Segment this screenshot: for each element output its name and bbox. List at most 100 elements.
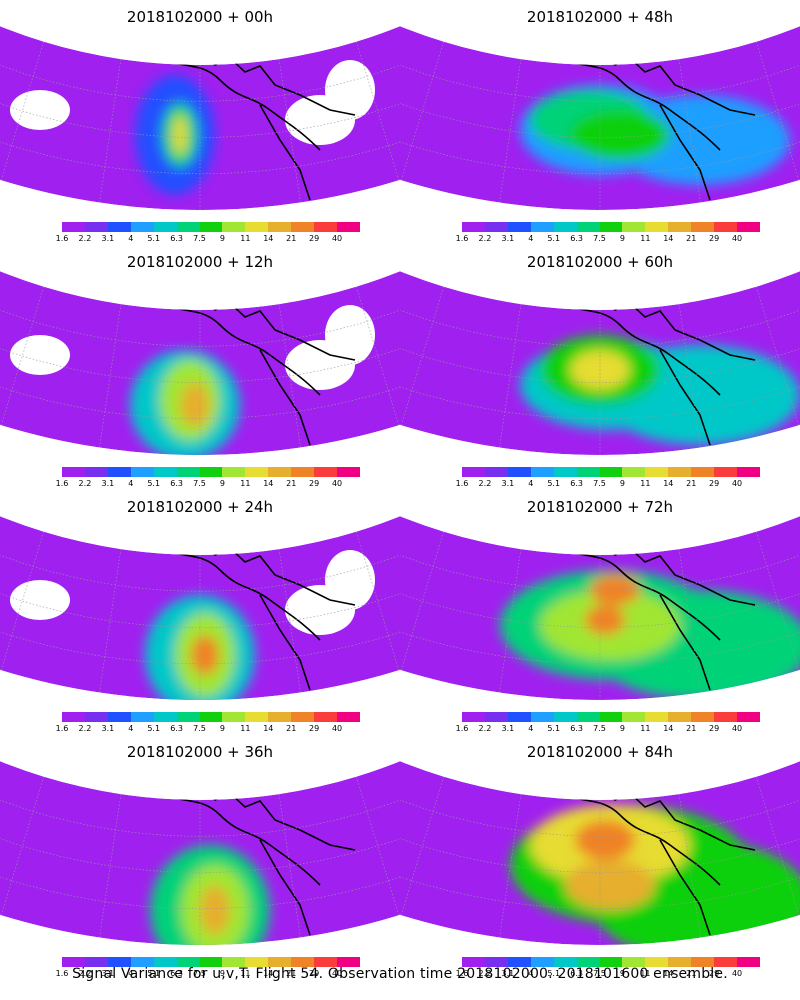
colorbar-tick-label: 40 xyxy=(331,479,343,488)
colorbar-swatch xyxy=(553,222,577,232)
colorbar-swatch xyxy=(84,222,108,232)
colorbar-swatch xyxy=(245,222,269,232)
colorbar-swatch xyxy=(645,222,669,232)
colorbar-tick-label: 2.2 xyxy=(478,969,492,978)
colorbar-tick-label: 1.6 xyxy=(55,234,69,243)
colorbar-swatch xyxy=(130,957,154,967)
colorbar-tick-label: 29 xyxy=(309,479,320,488)
missing-data-area xyxy=(10,90,70,130)
colorbar-tick-label: 14 xyxy=(263,969,274,978)
colorbar-tick-label: 5.1 xyxy=(547,234,561,243)
colorbar-tick-label: 11 xyxy=(240,479,251,488)
missing-data-area xyxy=(325,305,375,365)
colorbar-swatch xyxy=(314,957,338,967)
missing-data-area xyxy=(325,60,375,120)
variance-contour xyxy=(180,383,210,427)
colorbar-tick-label: 7.5 xyxy=(593,969,606,978)
colorbar-swatch xyxy=(291,712,315,722)
colorbar-swatch xyxy=(130,222,154,232)
colorbar-tick-label: 6.3 xyxy=(570,234,583,243)
colorbar-swatch xyxy=(62,712,85,722)
colorbar-swatch xyxy=(107,957,131,967)
colorbar-tick-label: 1.6 xyxy=(455,724,469,733)
colorbar-tick-label: 40 xyxy=(331,724,343,733)
colorbar-swatch xyxy=(245,712,269,722)
colorbar-tick-label: 7.5 xyxy=(193,724,206,733)
colorbar-swatch xyxy=(176,957,200,967)
colorbar-tick-label: 40 xyxy=(731,969,743,978)
colorbar-swatch xyxy=(268,957,292,967)
colorbar-tick-label: 7.5 xyxy=(593,234,606,243)
colorbar-swatch xyxy=(107,712,131,722)
colorbar-tick-label: 11 xyxy=(240,969,251,978)
colorbar-tick-label: 5.1 xyxy=(547,969,561,978)
colorbar-swatch xyxy=(576,957,600,967)
colorbar-swatch xyxy=(62,222,85,232)
colorbar-tick-label: 1.6 xyxy=(455,969,469,978)
colorbar-swatch xyxy=(153,222,177,232)
colorbar-tick-label: 21 xyxy=(286,479,297,488)
colorbar-tick-label: 14 xyxy=(263,479,274,488)
colorbar-swatch xyxy=(337,957,360,967)
colorbar-swatch xyxy=(691,222,715,232)
colorbar-tick-label: 9 xyxy=(219,234,225,243)
colorbar-tick-label: 2.2 xyxy=(478,479,492,488)
variance-map xyxy=(400,490,800,700)
colorbar-swatch xyxy=(645,467,669,477)
colorbar-swatch xyxy=(714,712,738,722)
panel-title: 2018102000 + 72h xyxy=(526,498,674,516)
colorbar-swatch xyxy=(737,957,760,967)
colorbar-swatch xyxy=(599,957,623,967)
colorbar-labels: 1.6 2.2 3.1 4 5.1 6.3 7.5 9 11 14 21 29 40 xyxy=(456,724,760,734)
colorbar-tick-label: 4 xyxy=(128,234,134,243)
colorbar-tick-label: 7.5 xyxy=(193,969,206,978)
map-base-field xyxy=(0,735,400,945)
colorbar-tick-label: 29 xyxy=(709,724,720,733)
colorbar-tick-label: 6.3 xyxy=(570,724,583,733)
colorbar-tick-label: 40 xyxy=(731,234,743,243)
colorbar-swatch xyxy=(507,222,531,232)
colorbar-tick-label: 1.6 xyxy=(55,479,69,488)
colorbar-swatch xyxy=(337,712,360,722)
colorbar xyxy=(62,222,360,232)
colorbar-tick-label: 5.1 xyxy=(547,479,561,488)
colorbar-tick-label: 4 xyxy=(128,969,134,978)
colorbar-swatch xyxy=(714,222,738,232)
colorbar-swatch xyxy=(622,467,646,477)
colorbar-tick-label: 1.6 xyxy=(455,234,469,243)
colorbar-tick-label: 2.2 xyxy=(78,234,92,243)
colorbar-labels: 1.6 2.2 3.1 4 5.1 6.3 7.5 9 11 14 21 29 40 xyxy=(456,969,760,979)
colorbar-labels: 1.6 2.2 3.1 4 5.1 6.3 7.5 9 11 14 21 29 40 xyxy=(56,479,360,489)
colorbar-swatch xyxy=(530,467,554,477)
panel-title: 2018102000 + 36h xyxy=(126,743,274,761)
colorbar-swatch xyxy=(622,222,646,232)
colorbar-tick-label: 3.1 xyxy=(101,724,115,733)
colorbar-swatch xyxy=(291,957,315,967)
map-panel: 2018102000 + 36h 1.6 2.2 3.1 4 5.1 6.3 7.5 9 11 14… xyxy=(0,735,400,980)
colorbar-tick-label: 4 xyxy=(128,724,134,733)
colorbar-tick-label: 21 xyxy=(286,234,297,243)
colorbar-tick-label: 2.2 xyxy=(478,724,492,733)
panel-title: 2018102000 + 12h xyxy=(126,253,274,271)
variance-contour xyxy=(570,110,670,160)
colorbar-swatch xyxy=(84,467,108,477)
colorbar-tick-label: 2.2 xyxy=(78,724,92,733)
variance-contour xyxy=(585,605,625,635)
variance-contour xyxy=(575,820,635,860)
colorbar-swatch xyxy=(153,712,177,722)
colorbar-tick-label: 6.3 xyxy=(170,234,183,243)
missing-data-area xyxy=(10,335,70,375)
colorbar-tick-label: 6.3 xyxy=(170,724,183,733)
variance-map xyxy=(0,735,400,946)
panel-title: 2018102000 + 60h xyxy=(526,253,674,271)
colorbar-swatch xyxy=(530,222,554,232)
colorbar-swatch xyxy=(553,712,577,722)
colorbar-tick-label: 21 xyxy=(286,969,297,978)
variance-map xyxy=(0,490,400,701)
colorbar-swatch xyxy=(714,957,738,967)
colorbar-swatch xyxy=(599,222,623,232)
colorbar-tick-label: 6.3 xyxy=(570,969,583,978)
variance-contour xyxy=(173,115,187,155)
panel-title: 2018102000 + 84h xyxy=(526,743,674,761)
